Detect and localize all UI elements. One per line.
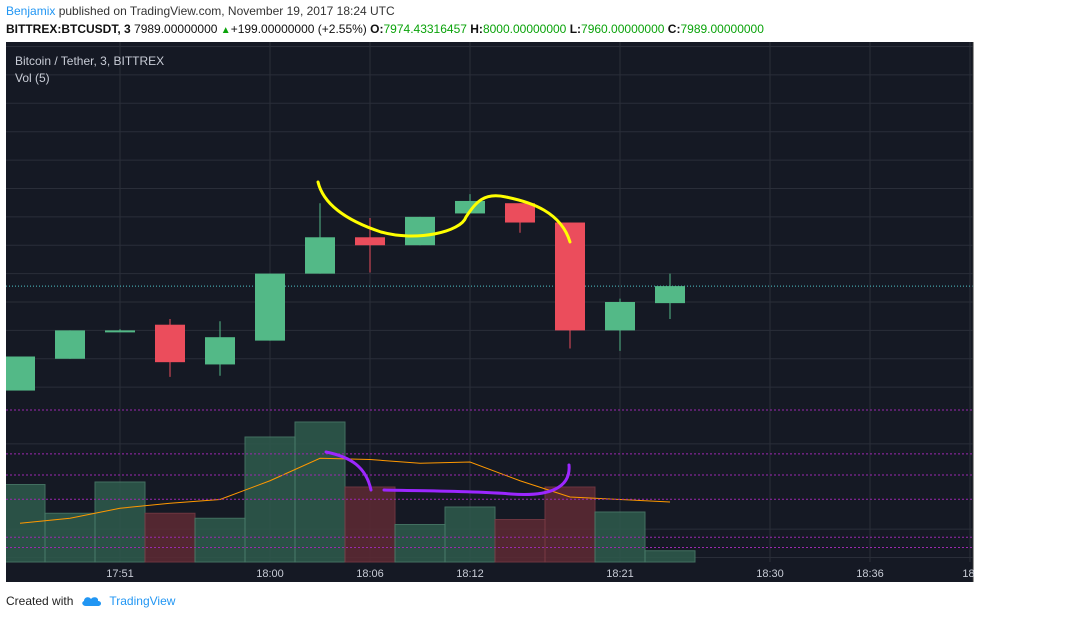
volume-bar-0 [6, 484, 46, 563]
x-tick-label: 18:12 [456, 568, 484, 580]
author-name[interactable]: Benjamix [6, 4, 56, 18]
volume-bar-2 [94, 481, 146, 563]
candle-body-2 [105, 330, 135, 333]
legend-title: Bitcoin / Tether, 3, BITTREX [15, 54, 164, 68]
candle-body-5 [255, 273, 285, 341]
symbol-label: BITTREX:BTCUSDT, 3 [6, 22, 131, 36]
x-tick-label: 18: [962, 568, 974, 580]
tradingview-link[interactable]: TradingView [109, 594, 176, 608]
footer: Created with TradingView [6, 594, 175, 608]
x-tick-label: 18:00 [256, 568, 284, 580]
volume-bar-13 [644, 550, 696, 563]
low-label: L: [569, 22, 582, 36]
published-text: published on TradingView.com, November 1… [58, 4, 395, 18]
candle-body-0 [6, 356, 35, 391]
horizontal-lines [6, 285, 973, 548]
candle-body-6 [305, 237, 335, 274]
chart-background [6, 42, 974, 582]
open-label: O: [370, 22, 384, 36]
price-chart[interactable]: 8200.000000008175.000000008150.000000008… [6, 42, 974, 582]
x-tick-label: 18:06 [356, 568, 384, 580]
volume-bar-6 [294, 421, 346, 563]
volume-bar-7 [344, 486, 396, 563]
x-tick-label: 18:21 [606, 568, 634, 580]
volume-bar-9 [444, 506, 496, 563]
close-value: 7989.00000000 [680, 22, 764, 36]
time-axis[interactable]: 17:51 18:00 18:06 18:12 18:21 18:30 18:36 18: [106, 568, 974, 580]
price-change: +199.00000000 (+2.55%) [230, 22, 367, 36]
yellow-arc-annotation [316, 180, 572, 244]
candle-body-8 [405, 216, 435, 246]
annotations [316, 180, 572, 497]
candle-body-4 [205, 337, 235, 365]
cloud-icon [82, 597, 102, 606]
created-with-text: Created with [6, 594, 74, 608]
up-arrow-icon: ▲ [220, 25, 231, 36]
open-value: 7974.43316457 [383, 22, 467, 36]
low-value: 7960.00000000 [581, 22, 665, 36]
last-price: 7989.00000000 [134, 22, 218, 36]
legend-volume: Vol (5) [15, 71, 50, 85]
x-tick-label: 17:51 [106, 568, 134, 580]
publish-info: Benjamix published on TradingView.com, N… [6, 4, 395, 18]
candle-body-7 [355, 237, 385, 246]
candle-body-1 [55, 330, 85, 359]
candle-body-13 [655, 286, 685, 304]
volume-bar-10 [494, 519, 546, 563]
candle-body-12 [605, 302, 635, 331]
high-label: H: [470, 22, 483, 36]
ohlc-header: BITTREX:BTCUSDT, 3 7989.00000000 ▲+199.0… [6, 22, 764, 36]
x-tick-label: 18:30 [756, 568, 784, 580]
volume-bar-4 [194, 517, 246, 563]
candle-body-10 [505, 203, 535, 223]
purple-arc-annotation [324, 450, 571, 497]
candle-body-3 [155, 324, 185, 363]
x-tick-label: 18:36 [856, 568, 884, 580]
volume-bar-8 [394, 524, 446, 563]
close-label: C: [667, 22, 681, 36]
high-value: 8000.00000000 [482, 22, 567, 36]
